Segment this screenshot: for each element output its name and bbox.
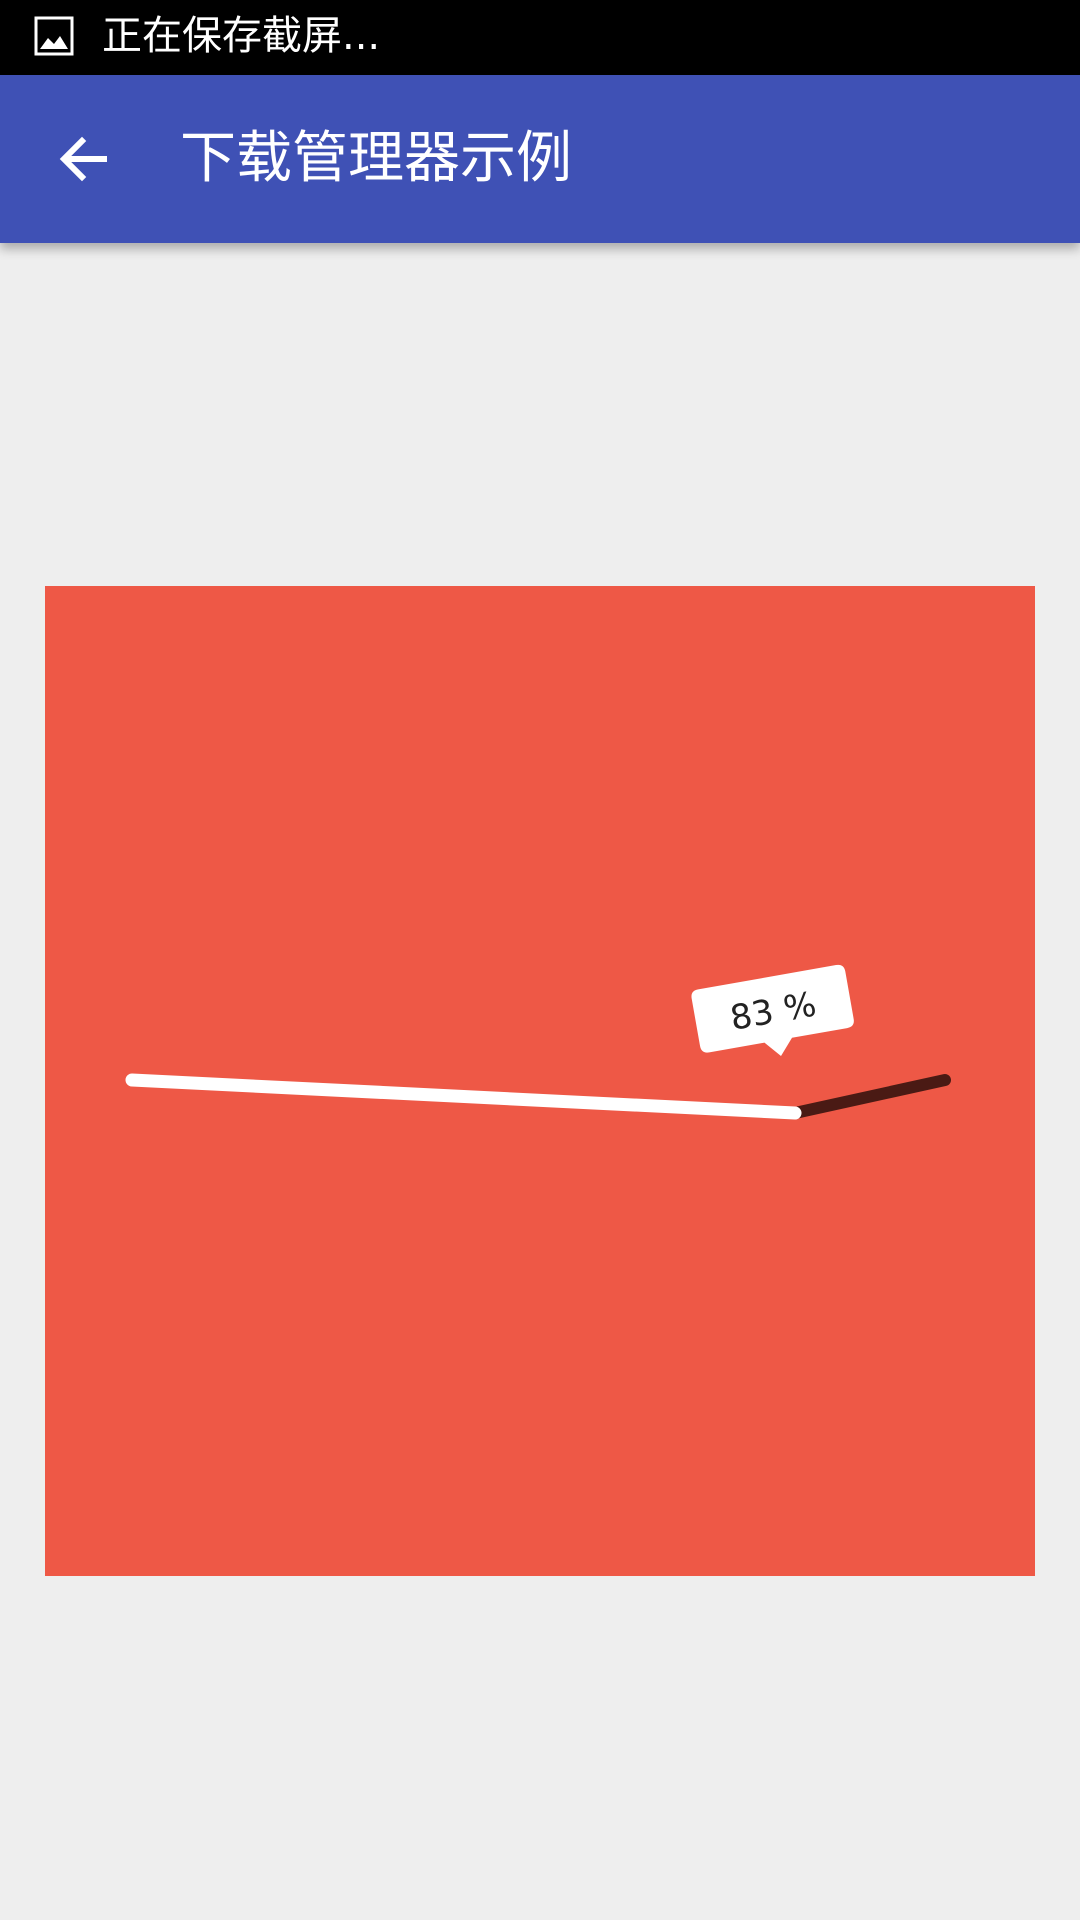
app-bar: 下载管理器示例 — [0, 75, 1080, 243]
back-button[interactable] — [48, 123, 120, 195]
tooltip-bubble — [691, 964, 854, 1056]
image-icon — [34, 16, 74, 56]
progress-remaining-line — [789, 1074, 951, 1119]
download-progress-panel: 83 % — [45, 586, 1035, 1576]
status-bar: 正在保存截屏... — [0, 0, 1080, 75]
download-progress-graphic: 83 % — [45, 586, 1035, 1576]
percent-tooltip: 83 % — [691, 964, 854, 1056]
status-text: 正在保存截屏... — [102, 13, 381, 59]
page-title: 下载管理器示例 — [180, 126, 572, 191]
progress-done-line — [125, 1073, 802, 1120]
arrow-left-icon — [59, 136, 107, 182]
